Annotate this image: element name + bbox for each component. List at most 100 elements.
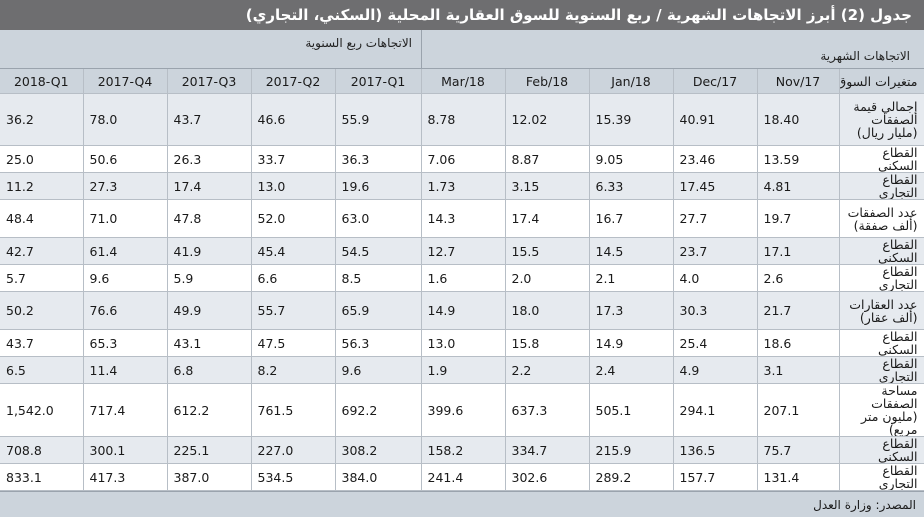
table-cell: 387.0 <box>167 463 252 491</box>
table-cell: 612.2 <box>167 383 252 437</box>
table-cell: 18.40 <box>757 93 840 146</box>
column-header: 2017-Q3 <box>167 69 252 94</box>
table-cell: 9.05 <box>589 145 674 173</box>
table-cell: 158.2 <box>421 436 506 464</box>
row-label: عدد الصفقات (ألف صفقة) <box>839 199 924 238</box>
table-row: 708.8 300.1 225.1 227.0 308.2 158.2 334.7 215.9… <box>0 436 924 464</box>
table-cell: 56.3 <box>335 329 422 357</box>
table-cell: 13.59 <box>757 145 840 173</box>
table-cell: 1.9 <box>421 356 506 384</box>
table-cell: 6.33 <box>589 172 674 200</box>
table-cell: 6.8 <box>167 356 252 384</box>
table-cell: 48.4 <box>0 199 84 238</box>
table-cell: 8.2 <box>251 356 336 384</box>
row-label: القطاع التجاري <box>839 463 924 491</box>
table-cell: 8.78 <box>421 93 506 146</box>
table-cell: 308.2 <box>335 436 422 464</box>
table-cell: 52.0 <box>251 199 336 238</box>
table-cell: 36.2 <box>0 93 84 146</box>
table-cell: 71.0 <box>83 199 168 238</box>
table-cell: 43.1 <box>167 329 252 357</box>
table-row: 833.1 417.3 387.0 534.5 384.0 241.4 302.6 289.2… <box>0 463 924 491</box>
table-cell: 76.6 <box>83 291 168 330</box>
table-cell: 55.9 <box>335 93 422 146</box>
table-cell: 1,542.0 <box>0 383 84 437</box>
column-header: Nov/17 <box>757 69 840 94</box>
header-row: 2018-Q1 2017-Q4 2017-Q3 2017-Q2 2017-Q1 … <box>0 69 924 94</box>
table-cell: 2.4 <box>589 356 674 384</box>
table-cell: 54.5 <box>335 237 422 265</box>
table-cell: 384.0 <box>335 463 422 491</box>
table-cell: 19.7 <box>757 199 840 238</box>
column-header: Dec/17 <box>673 69 758 94</box>
table-cell: 2.2 <box>505 356 590 384</box>
table-cell: 27.7 <box>673 199 758 238</box>
table-cell: 41.9 <box>167 237 252 265</box>
table-cell: 63.0 <box>335 199 422 238</box>
table-cell: 43.7 <box>167 93 252 146</box>
row-label: القطاع السكني <box>839 329 924 357</box>
table-cell: 25.4 <box>673 329 758 357</box>
table-cell: 302.6 <box>505 463 590 491</box>
column-header: Jan/18 <box>589 69 674 94</box>
table-cell: 9.6 <box>335 356 422 384</box>
table-cell: 15.5 <box>505 237 590 265</box>
table-cell: 25.0 <box>0 145 84 173</box>
table-cell: 65.9 <box>335 291 422 330</box>
table-cell: 12.7 <box>421 237 506 265</box>
row-label: مساحة الصفقات (مليون متر مربع) <box>839 383 924 437</box>
table-cell: 833.1 <box>0 463 84 491</box>
table-cell: 40.91 <box>673 93 758 146</box>
table-row: 36.2 78.0 43.7 46.6 55.9 8.78 12.02 15.39 40.91 1… <box>0 93 924 146</box>
table-cell: 2.6 <box>757 264 840 292</box>
table-cell: 8.87 <box>505 145 590 173</box>
quarterly-trends-label: الاتجاهات ربع السنوية <box>305 36 412 50</box>
table-cell: 49.9 <box>167 291 252 330</box>
table-cell: 46.6 <box>251 93 336 146</box>
group-divider <box>421 30 422 68</box>
row-label: القطاع التجاري <box>839 172 924 200</box>
table-cell: 761.5 <box>251 383 336 437</box>
group-header: الاتجاهات ربع السنوية الاتجاهات الشهرية <box>0 30 924 69</box>
table-cell: 11.2 <box>0 172 84 200</box>
table-cell: 17.4 <box>167 172 252 200</box>
table-cell: 61.4 <box>83 237 168 265</box>
table-cell: 1.6 <box>421 264 506 292</box>
column-header: Mar/18 <box>421 69 506 94</box>
table-cell: 637.3 <box>505 383 590 437</box>
monthly-trends-label: الاتجاهات الشهرية <box>820 49 910 63</box>
table-cell: 23.7 <box>673 237 758 265</box>
table-cell: 50.2 <box>0 291 84 330</box>
column-header: 2018-Q1 <box>0 69 84 94</box>
table-cell: 4.0 <box>673 264 758 292</box>
table-cell: 300.1 <box>83 436 168 464</box>
table-cell: 131.4 <box>757 463 840 491</box>
table-cell: 215.9 <box>589 436 674 464</box>
row-label: القطاع السكني <box>839 237 924 265</box>
table-cell: 13.0 <box>251 172 336 200</box>
table-cell: 1.73 <box>421 172 506 200</box>
table-cell: 4.81 <box>757 172 840 200</box>
table-cell: 717.4 <box>83 383 168 437</box>
table-cell: 692.2 <box>335 383 422 437</box>
table-cell: 6.6 <box>251 264 336 292</box>
table-cell: 17.1 <box>757 237 840 265</box>
table-cell: 5.7 <box>0 264 84 292</box>
table-cell: 136.5 <box>673 436 758 464</box>
table-cell: 78.0 <box>83 93 168 146</box>
column-header: 2017-Q4 <box>83 69 168 94</box>
row-label: عدد العقارات (ألف عقار) <box>839 291 924 330</box>
row-label: إجمالي قيمة الصفقات (مليار ريال) <box>839 93 924 146</box>
table-cell: 33.7 <box>251 145 336 173</box>
table-cell: 21.7 <box>757 291 840 330</box>
table-cell: 289.2 <box>589 463 674 491</box>
table-cell: 30.3 <box>673 291 758 330</box>
table-cell: 27.3 <box>83 172 168 200</box>
table-cell: 18.6 <box>757 329 840 357</box>
column-header: 2017-Q1 <box>335 69 422 94</box>
market-variables-header: متغيرات السوق <box>839 69 924 94</box>
table-cell: 14.3 <box>421 199 506 238</box>
table-row: 1,542.0 717.4 612.2 761.5 692.2 399.6 637.3 505… <box>0 383 924 437</box>
table-cell: 294.1 <box>673 383 758 437</box>
